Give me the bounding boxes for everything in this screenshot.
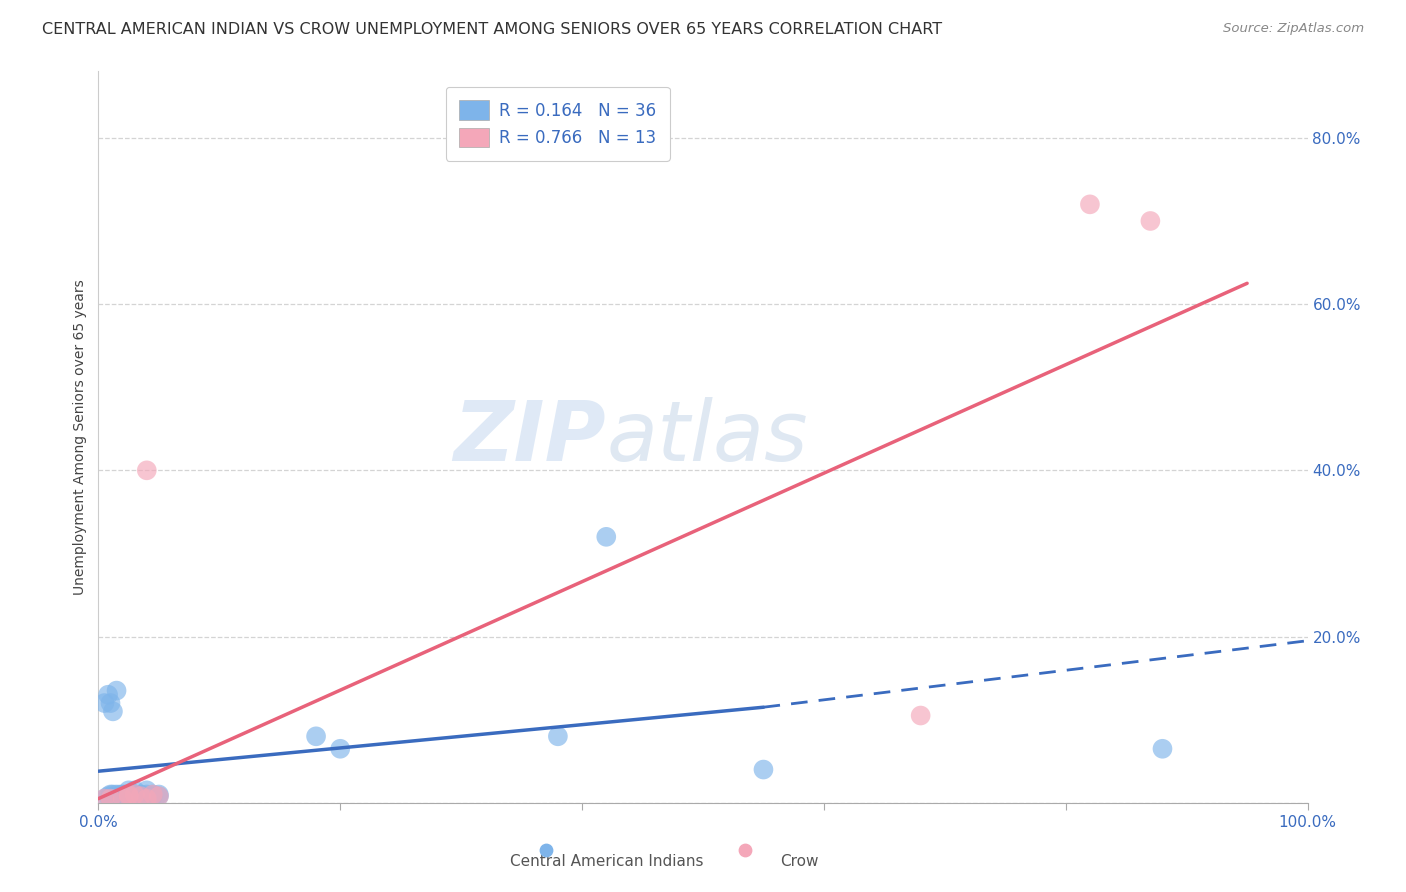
Point [100, 791, 122, 805]
Point [129, 788, 152, 802]
Point [101, 705, 124, 719]
Point [329, 741, 352, 756]
Point [534, 850, 557, 864]
Point [93, 791, 115, 805]
Legend: R = 0.164   N = 36, R = 0.766   N = 13: R = 0.164 N = 36, R = 0.766 N = 13 [446, 87, 669, 161]
Point [124, 788, 146, 802]
Point [118, 789, 141, 804]
Point [142, 788, 165, 802]
Text: atlas: atlas [606, 397, 808, 477]
Point [124, 783, 146, 797]
Point [97, 789, 120, 804]
Point [114, 788, 136, 802]
Point [118, 783, 141, 797]
Point [105, 788, 128, 802]
Point [111, 791, 134, 805]
Point [118, 788, 141, 802]
Point [111, 788, 134, 802]
Point [142, 789, 165, 804]
Point [105, 791, 128, 805]
Point [129, 789, 152, 804]
Point [124, 789, 146, 804]
Point [135, 788, 157, 802]
Point [97, 688, 120, 702]
Point [100, 791, 122, 805]
Point [93, 696, 115, 710]
Point [752, 763, 775, 777]
Point [118, 789, 141, 804]
Point [129, 789, 152, 804]
Text: CENTRAL AMERICAN INDIAN VS CROW UNEMPLOYMENT AMONG SENIORS OVER 65 YEARS CORRELA: CENTRAL AMERICAN INDIAN VS CROW UNEMPLOY… [42, 22, 942, 37]
Point [148, 789, 170, 804]
Point [1078, 197, 1101, 211]
Point [100, 788, 122, 802]
Point [135, 791, 157, 805]
Y-axis label: Unemployment Among Seniors over 65 years: Unemployment Among Seniors over 65 years [73, 279, 87, 595]
Text: Central American Indians: Central American Indians [509, 854, 703, 869]
Point [547, 729, 569, 743]
Point [135, 463, 157, 477]
Point [1139, 214, 1161, 228]
Point [305, 729, 328, 743]
Point [1152, 741, 1174, 756]
Point [910, 708, 932, 723]
Point [111, 789, 134, 804]
Point [93, 791, 115, 805]
Point [124, 788, 146, 802]
Point [108, 788, 131, 802]
Point [142, 788, 165, 802]
Point [100, 696, 122, 710]
Point [734, 850, 756, 864]
Point [105, 683, 128, 698]
Point [148, 788, 170, 802]
Point [148, 789, 170, 804]
Text: Crow: Crow [780, 854, 818, 869]
Text: Source: ZipAtlas.com: Source: ZipAtlas.com [1223, 22, 1364, 36]
Point [101, 788, 124, 802]
Point [595, 530, 617, 544]
Point [118, 788, 141, 802]
Text: ZIP: ZIP [454, 397, 606, 477]
Point [135, 783, 157, 797]
